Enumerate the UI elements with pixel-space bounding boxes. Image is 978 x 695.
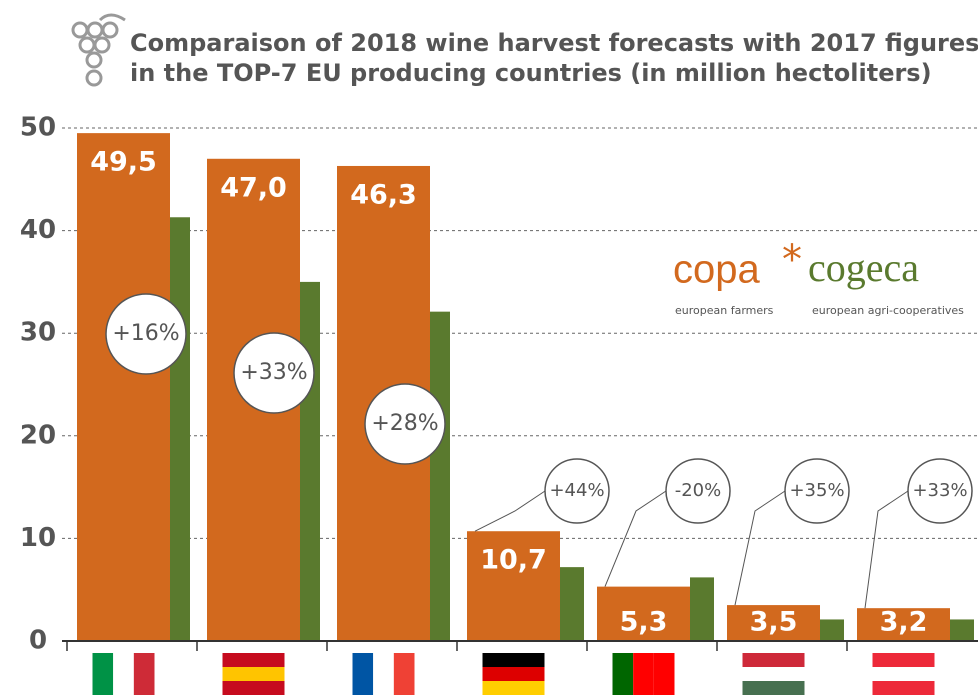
bar-2017 — [690, 577, 714, 641]
value-label: 46,3 — [350, 179, 417, 210]
flag-part — [223, 681, 285, 695]
value-label: 47,0 — [220, 172, 287, 203]
chart-title: Comparaison of 2018 wine harvest forecas… — [130, 29, 978, 57]
y-tick-label: 10 — [20, 523, 56, 553]
bar-2017 — [560, 567, 584, 641]
y-tick-label: 0 — [29, 626, 47, 656]
flag-part — [93, 653, 114, 695]
change-label: -20% — [675, 480, 722, 501]
flag-part — [394, 653, 415, 695]
y-tick-label: 20 — [20, 420, 56, 450]
chart-title: in the TOP-7 EU producing countries (in … — [130, 59, 932, 87]
bar-2017 — [950, 619, 974, 641]
y-tick-label: 40 — [20, 215, 56, 245]
flag-part — [743, 681, 805, 695]
flag-part — [223, 667, 285, 681]
logo-text: copa — [673, 248, 760, 292]
flag-part — [633, 653, 654, 695]
bar-2017 — [300, 282, 320, 641]
change-label: +33% — [240, 360, 307, 385]
flag-part — [113, 653, 134, 695]
flag-part — [483, 667, 545, 681]
y-tick-label: 50 — [20, 113, 56, 143]
bar-2017 — [820, 619, 844, 641]
change-label: +44% — [549, 480, 604, 501]
bar-2017 — [170, 217, 190, 641]
logo-star: * — [782, 237, 802, 283]
flag-part — [873, 681, 935, 695]
value-label: 3,5 — [750, 607, 798, 638]
flag-part — [743, 667, 805, 681]
bar-2018 — [77, 133, 170, 641]
change-label: +35% — [789, 480, 844, 501]
value-label: 10,7 — [480, 545, 547, 576]
value-label: 49,5 — [90, 147, 157, 178]
flag-part — [373, 653, 394, 695]
logo-text: cogeca — [808, 245, 919, 290]
flag-part — [223, 653, 285, 667]
flag-part — [483, 653, 545, 667]
logo-caption: european agri-cooperatives — [812, 304, 964, 317]
flag-part — [353, 653, 374, 695]
change-label: +28% — [371, 411, 438, 436]
flag-part — [873, 653, 935, 667]
flag-part — [873, 667, 935, 681]
logo-caption: european farmers — [675, 304, 774, 317]
value-label: 3,2 — [880, 607, 928, 638]
chart: Comparaison of 2018 wine harvest forecas… — [0, 0, 978, 695]
flag-part — [483, 681, 545, 695]
change-label: +16% — [112, 321, 179, 346]
change-label: +33% — [912, 480, 967, 501]
flag-part — [613, 653, 634, 695]
bar-2017 — [430, 312, 450, 641]
value-label: 5,3 — [620, 607, 668, 638]
flag-part — [134, 653, 155, 695]
flag-part — [743, 653, 805, 667]
y-tick-label: 30 — [20, 318, 56, 348]
flag-part — [654, 653, 675, 695]
